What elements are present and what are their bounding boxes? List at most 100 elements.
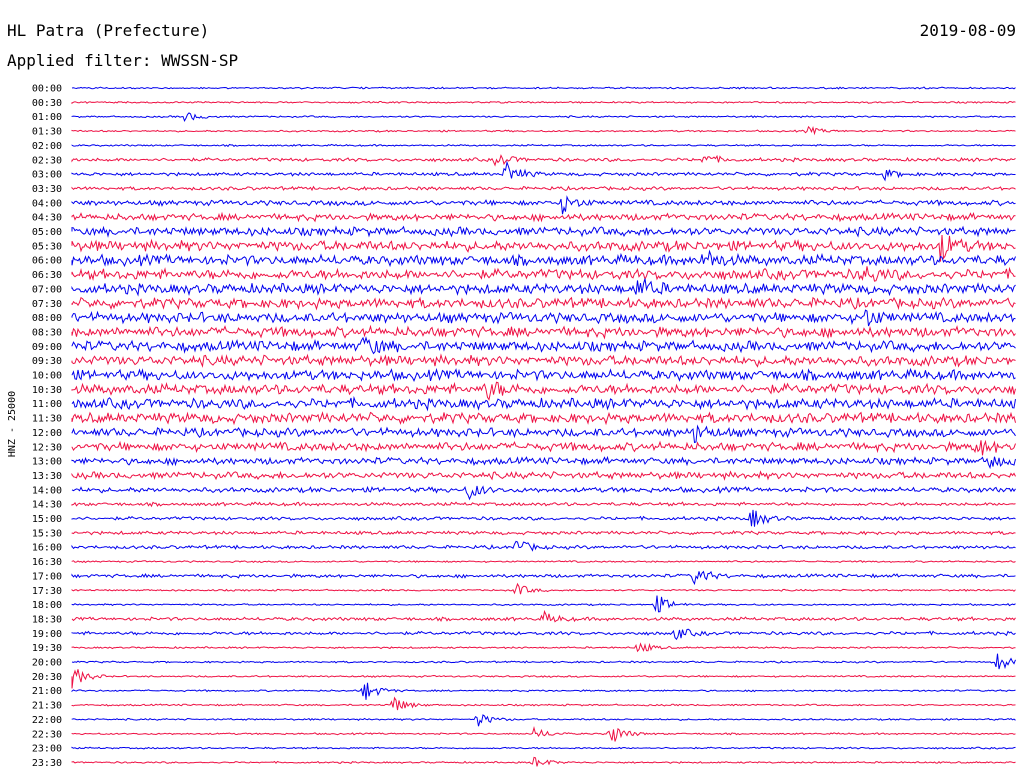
trace-row (71, 470, 1016, 481)
trace-row (71, 86, 1016, 90)
trace-row (71, 125, 1016, 136)
trace-row (71, 100, 1016, 105)
time-tick-label: 21:00 (32, 686, 62, 697)
trace-row (71, 395, 1016, 412)
time-tick-label: 02:00 (32, 141, 62, 152)
trace-row (71, 595, 1016, 613)
trace-row (71, 746, 1016, 750)
time-tick-label: 23:00 (32, 744, 62, 755)
time-tick-label: 08:00 (32, 313, 62, 324)
time-tick-label: 05:00 (32, 227, 62, 238)
time-tick-label: 05:30 (32, 241, 62, 252)
trace-row (71, 570, 1016, 586)
time-tick-label: 22:00 (32, 715, 62, 726)
trace-row (71, 211, 1016, 223)
trace-row (71, 530, 1016, 536)
trace-row (71, 143, 1016, 148)
time-tick-label: 15:00 (32, 514, 62, 525)
time-tick-label: 11:30 (32, 414, 62, 425)
time-tick-label: 04:00 (32, 198, 62, 209)
trace-row (71, 725, 1016, 742)
time-tick-label: 13:30 (32, 471, 62, 482)
time-tick-label: 01:00 (32, 112, 62, 123)
time-tick-label: 10:30 (32, 385, 62, 396)
trace-row (71, 424, 1016, 444)
time-tick-label: 22:30 (32, 729, 62, 740)
time-tick-label: 11:00 (32, 399, 62, 410)
trace-row (71, 714, 1016, 727)
trace-row (71, 455, 1016, 470)
time-tick-label: 09:30 (32, 356, 62, 367)
trace-row (71, 411, 1016, 426)
trace-row (71, 367, 1016, 382)
filter-label: Applied filter: WWSSN-SP (7, 51, 238, 70)
time-tick-label: 12:00 (32, 428, 62, 439)
station-title: HL Patra (Prefecture) (7, 21, 209, 40)
time-tick-label: 04:30 (32, 213, 62, 224)
trace-row (71, 353, 1016, 368)
time-tick-label: 23:30 (32, 758, 62, 769)
trace-row (71, 195, 1016, 215)
trace-row (71, 381, 1016, 401)
record-date: 2019-08-09 (920, 21, 1016, 40)
time-tick-label: 08:30 (32, 327, 62, 338)
seismogram-traces (71, 86, 1016, 767)
trace-row (71, 582, 1016, 595)
time-tick-label: 21:30 (32, 701, 62, 712)
trace-row (71, 225, 1016, 238)
trace-row (71, 278, 1016, 297)
time-tick-label: 16:30 (32, 557, 62, 568)
time-tick-label: 19:30 (32, 643, 62, 654)
trace-row (71, 266, 1016, 282)
time-tick-label: 06:00 (32, 256, 62, 267)
trace-row (71, 249, 1016, 268)
time-tick-label: 15:30 (32, 528, 62, 539)
trace-row (71, 696, 1016, 711)
time-tick-label: 16:00 (32, 543, 62, 554)
trace-row (71, 439, 1016, 456)
trace-row (71, 296, 1016, 311)
trace-row (71, 628, 1016, 641)
trace-row (71, 501, 1016, 508)
y-axis-label: HNZ - 25000 (7, 391, 18, 457)
time-tick-label: 07:30 (32, 299, 62, 310)
time-tick-label: 20:00 (32, 658, 62, 669)
trace-row (71, 642, 1016, 653)
trace-row (71, 160, 1016, 182)
trace-row (71, 234, 1016, 262)
time-tick-label: 18:00 (32, 600, 62, 611)
time-tick-label: 01:30 (32, 127, 62, 138)
trace-row (71, 560, 1016, 564)
time-tick-label: 19:00 (32, 629, 62, 640)
trace-row (71, 540, 1016, 552)
time-tick-label: 20:30 (32, 672, 62, 683)
time-tick-label: 07:00 (32, 284, 62, 295)
time-tick-label: 02:30 (32, 155, 62, 166)
trace-row (71, 154, 1016, 167)
trace-row (71, 309, 1016, 327)
trace-row (71, 324, 1016, 340)
time-tick-label: 10:00 (32, 371, 62, 382)
trace-row (71, 485, 1016, 501)
time-tick-label: 06:30 (32, 270, 62, 281)
time-tick-label: 03:00 (32, 170, 62, 181)
trace-row (71, 653, 1016, 670)
trace-row (71, 669, 1016, 689)
time-tick-label: 12:30 (32, 442, 62, 453)
trace-row (71, 185, 1016, 192)
time-tick-label: 18:30 (32, 614, 62, 625)
time-tick-label: 03:30 (32, 184, 62, 195)
trace-row (71, 336, 1016, 355)
trace-row (71, 112, 1016, 123)
time-tick-labels: 00:00 00:30 01:00 01:30 02:00 02:30 03:00 03:30… (32, 84, 62, 769)
trace-row (71, 509, 1016, 527)
time-tick-label: 17:00 (32, 571, 62, 582)
trace-row (71, 756, 1016, 767)
trace-row (71, 609, 1016, 623)
trace-row (71, 682, 1016, 700)
time-tick-label: 09:00 (32, 342, 62, 353)
time-tick-label: 14:00 (32, 485, 62, 496)
time-tick-label: 14:30 (32, 500, 62, 511)
time-tick-label: 00:30 (32, 98, 62, 109)
